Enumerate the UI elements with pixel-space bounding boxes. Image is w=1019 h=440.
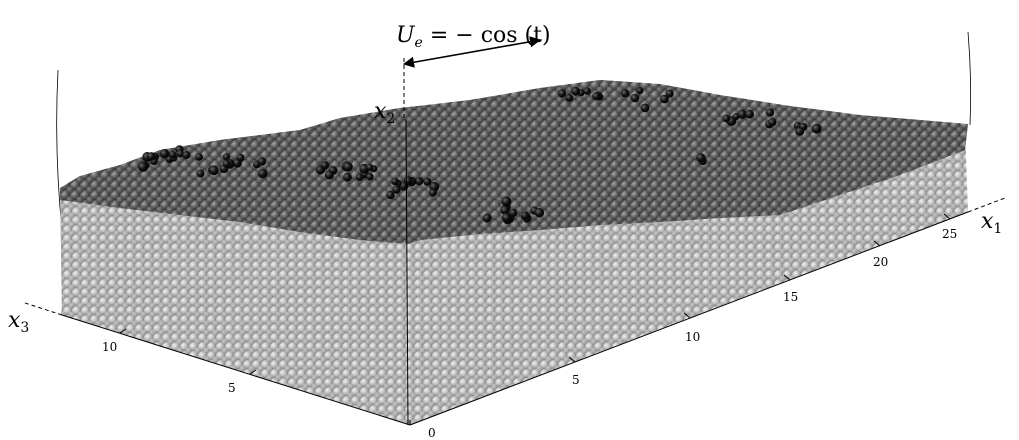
marked-particle	[795, 126, 805, 136]
x1-tick-label: 10	[685, 330, 700, 344]
marked-particle	[640, 103, 650, 113]
marked-particle	[423, 177, 432, 186]
marked-particle	[630, 93, 640, 103]
marked-particles	[138, 86, 822, 225]
marked-particle	[176, 149, 185, 158]
marked-particle	[236, 153, 245, 162]
velocity-formula: Ue = − cos (t)	[396, 23, 551, 51]
marked-particle	[501, 196, 512, 207]
marked-particle	[660, 94, 669, 104]
marked-particle	[415, 177, 424, 186]
oscillation-arrow	[402, 36, 542, 68]
marked-particle	[737, 109, 747, 119]
marked-particle	[222, 159, 231, 168]
x1-axis-label: x1	[981, 209, 1002, 237]
marked-particle	[696, 153, 706, 163]
marked-particle	[392, 185, 401, 194]
marked-particle	[209, 165, 219, 176]
marked-particle	[571, 86, 581, 96]
x1-axis	[409, 197, 1006, 426]
marked-particle	[343, 172, 352, 182]
marked-particle	[147, 152, 156, 161]
marked-particle	[811, 123, 822, 134]
marked-particle	[386, 190, 395, 200]
marked-particle	[258, 168, 268, 179]
marked-particle	[182, 151, 191, 159]
marked-particle	[355, 173, 364, 181]
x3-axis	[21, 301, 411, 426]
x1-tick-label: 0	[428, 426, 436, 440]
marked-particle	[509, 208, 518, 218]
marked-particle	[722, 114, 731, 123]
x1-tick-label: 5	[572, 373, 580, 387]
marked-particle	[583, 87, 591, 95]
marked-particle	[320, 161, 330, 170]
marked-particle	[343, 162, 353, 172]
marked-particle	[745, 109, 754, 119]
bed-side-face	[60, 190, 410, 425]
x2-axis-line	[403, 58, 409, 426]
marked-particle	[366, 173, 374, 181]
x3-tick-label: 10	[102, 340, 117, 354]
x3-axis-label: x3	[8, 308, 29, 336]
marked-particle	[665, 89, 674, 98]
marked-particle	[366, 163, 374, 171]
bed-front-face	[408, 126, 968, 425]
marked-particle	[500, 205, 510, 215]
marked-particle	[592, 92, 601, 101]
marked-particle	[620, 89, 630, 98]
marked-particle	[391, 177, 399, 186]
marked-particle	[222, 153, 231, 161]
marked-particle	[429, 188, 437, 197]
x1-tick-labels: 25 20 15 10 5 0	[428, 227, 957, 440]
marked-particle	[482, 213, 492, 223]
x3-ticks	[119, 328, 257, 375]
marked-particle	[159, 149, 170, 159]
marked-particle	[520, 211, 530, 220]
marked-particle	[534, 208, 545, 218]
x3-tick-labels: 10 5	[102, 340, 236, 395]
marked-particle	[636, 87, 644, 95]
surface-layer	[60, 80, 968, 244]
x1-tick-label: 20	[873, 255, 888, 269]
marked-particle	[195, 153, 203, 161]
marked-particle	[502, 213, 512, 223]
marked-particle	[557, 89, 567, 98]
marked-particle	[169, 150, 177, 159]
marked-particle	[257, 157, 267, 166]
x1-tick-label: 25	[942, 227, 957, 241]
marked-particle	[138, 161, 148, 172]
marked-particle	[324, 170, 334, 180]
marked-particle	[196, 169, 205, 178]
x1-ticks	[409, 213, 951, 425]
marked-particle	[768, 118, 777, 127]
x1-tick-label: 15	[783, 290, 798, 304]
x2-axis-label: x2	[374, 99, 395, 127]
marked-particle	[565, 93, 574, 102]
marked-particle	[403, 176, 413, 186]
x3-tick-label: 5	[228, 381, 236, 395]
marked-particle	[765, 108, 775, 117]
